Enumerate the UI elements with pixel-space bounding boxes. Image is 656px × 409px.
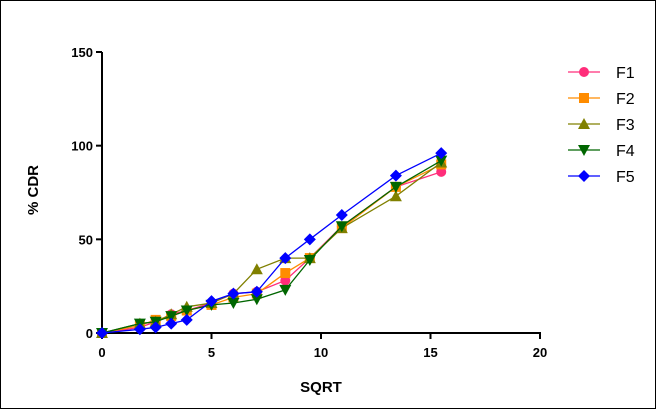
legend-item: F1 (568, 65, 635, 82)
legend-item: F2 (568, 91, 635, 108)
series-line (101, 163, 442, 334)
data-point (250, 263, 263, 275)
legend-marker (578, 118, 590, 129)
legend: F1 F2 F3 F4 F5 (568, 65, 635, 186)
data-point (389, 181, 402, 193)
data-point (250, 285, 263, 298)
data-point (180, 305, 193, 317)
legend-label: F4 (616, 143, 635, 160)
data-point (165, 311, 178, 323)
series-f4 (96, 155, 448, 339)
x-tick-label: 15 (423, 345, 437, 360)
legend-label: F1 (616, 65, 635, 82)
x-tick-label: 5 (208, 345, 215, 360)
series-f1 (97, 166, 447, 338)
y-axis-title: % CDR (25, 165, 42, 215)
legend-marker (578, 170, 590, 182)
x-tick-label: 10 (314, 345, 328, 360)
legend-item: F3 (568, 117, 635, 134)
data-point (280, 268, 291, 279)
data-point (205, 295, 218, 308)
x-tick-label: 20 (533, 345, 547, 360)
legend-label: F2 (616, 91, 635, 108)
y-tick-label: 0 (86, 326, 93, 341)
data-point (227, 287, 240, 300)
legend-item: F4 (568, 143, 635, 160)
data-point (335, 221, 348, 233)
data-point (227, 298, 240, 310)
legend-marker (578, 145, 590, 156)
legend-marker (579, 93, 589, 103)
series-line (101, 161, 442, 334)
data-point (180, 313, 193, 326)
data-point (389, 190, 402, 202)
data-point (279, 284, 292, 296)
x-tick-label: 0 (98, 345, 105, 360)
data-point (335, 208, 348, 221)
ticks: 0 5 10 15 20 0 50 100 150 (71, 45, 547, 360)
x-axis-title: SQRT (300, 379, 342, 396)
data-point (303, 233, 316, 246)
y-tick-label: 150 (71, 45, 93, 60)
data-point (279, 252, 292, 265)
data-point (96, 327, 108, 339)
series-line (101, 160, 442, 334)
legend-marker (579, 67, 589, 77)
series-line (101, 152, 442, 334)
legend-label: F5 (616, 169, 635, 186)
series-layer (96, 147, 448, 339)
data-point (435, 155, 448, 167)
data-point (133, 323, 146, 336)
data-point (389, 169, 402, 182)
data-point (250, 294, 263, 306)
y-tick-label: 50 (79, 232, 93, 247)
axes (101, 52, 541, 334)
series-f5 (96, 147, 448, 339)
data-point (165, 317, 178, 330)
data-point (435, 147, 448, 160)
legend-label: F3 (616, 117, 635, 134)
data-point (303, 254, 316, 266)
data-point (149, 321, 162, 334)
series-line (101, 171, 442, 334)
y-tick-label: 100 (71, 139, 93, 154)
legend-item: F5 (568, 169, 635, 186)
